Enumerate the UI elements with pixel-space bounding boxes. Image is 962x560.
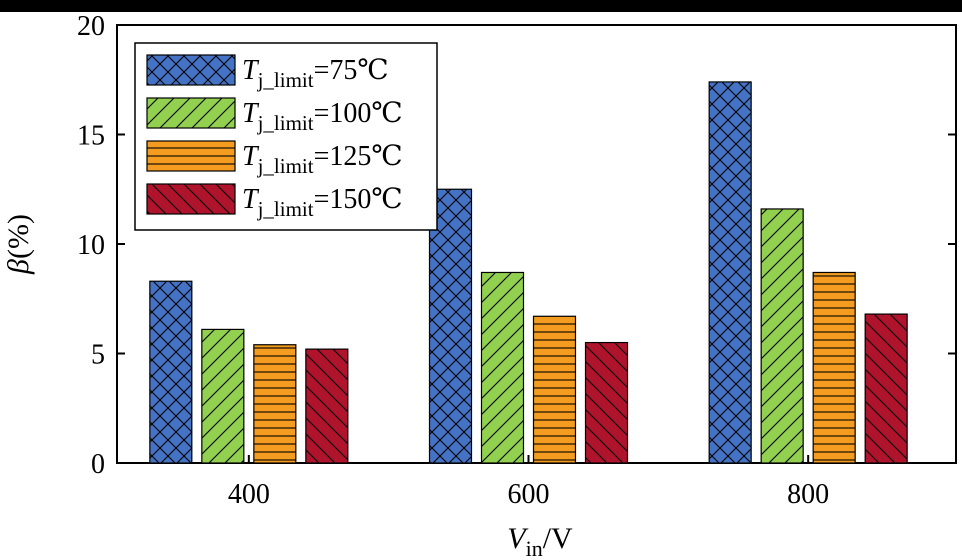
bar-800-series-4 <box>864 313 908 464</box>
bar-800-series-2 <box>760 208 804 464</box>
bar-400-series-1 <box>149 280 193 464</box>
x-tick-label: 800 <box>787 479 829 510</box>
bar-800-series-3 <box>812 271 856 464</box>
bar-600-series-2 <box>480 271 525 464</box>
y-tick-label: 5 <box>91 340 105 371</box>
legend-swatch <box>146 97 236 129</box>
bar-600-series-4 <box>584 341 629 464</box>
y-tick-label: 10 <box>77 230 105 261</box>
x-axis: 400 600 800 <box>228 455 829 510</box>
x-tick-label: 400 <box>228 479 270 510</box>
y-axis-title: β(%) <box>2 214 35 275</box>
legend-label: Tj_limit=75℃ <box>242 55 389 92</box>
legend-label: Tj_limit=100℃ <box>242 98 403 135</box>
legend-swatch <box>146 140 236 172</box>
bar-600-series-3 <box>532 315 577 464</box>
y-tick-label: 0 <box>91 449 105 480</box>
y-tick-label: 20 <box>77 11 105 42</box>
top-border-band <box>0 0 962 12</box>
legend-swatch <box>146 54 236 86</box>
legend-label: Tj_limit=150℃ <box>242 184 403 221</box>
y-axis: 0 5 10 15 20 <box>77 11 956 480</box>
bar-400-series-4 <box>305 348 349 464</box>
y-tick-label: 15 <box>77 121 105 152</box>
legend-label: Tj_limit=125℃ <box>242 141 403 178</box>
bars-group <box>149 81 908 464</box>
legend: Tj_limit=75℃ Tj_limit=100℃ Tj_limit=125℃ Tj… <box>134 42 438 231</box>
legend-swatch <box>146 183 236 215</box>
x-axis-title: Vin/V <box>507 522 573 560</box>
x-tick-label: 600 <box>508 479 550 510</box>
bar-600-series-1 <box>428 188 473 464</box>
bar-400-series-2 <box>201 328 245 464</box>
bar-800-series-1 <box>708 81 752 464</box>
bar-400-series-3 <box>253 344 297 464</box>
